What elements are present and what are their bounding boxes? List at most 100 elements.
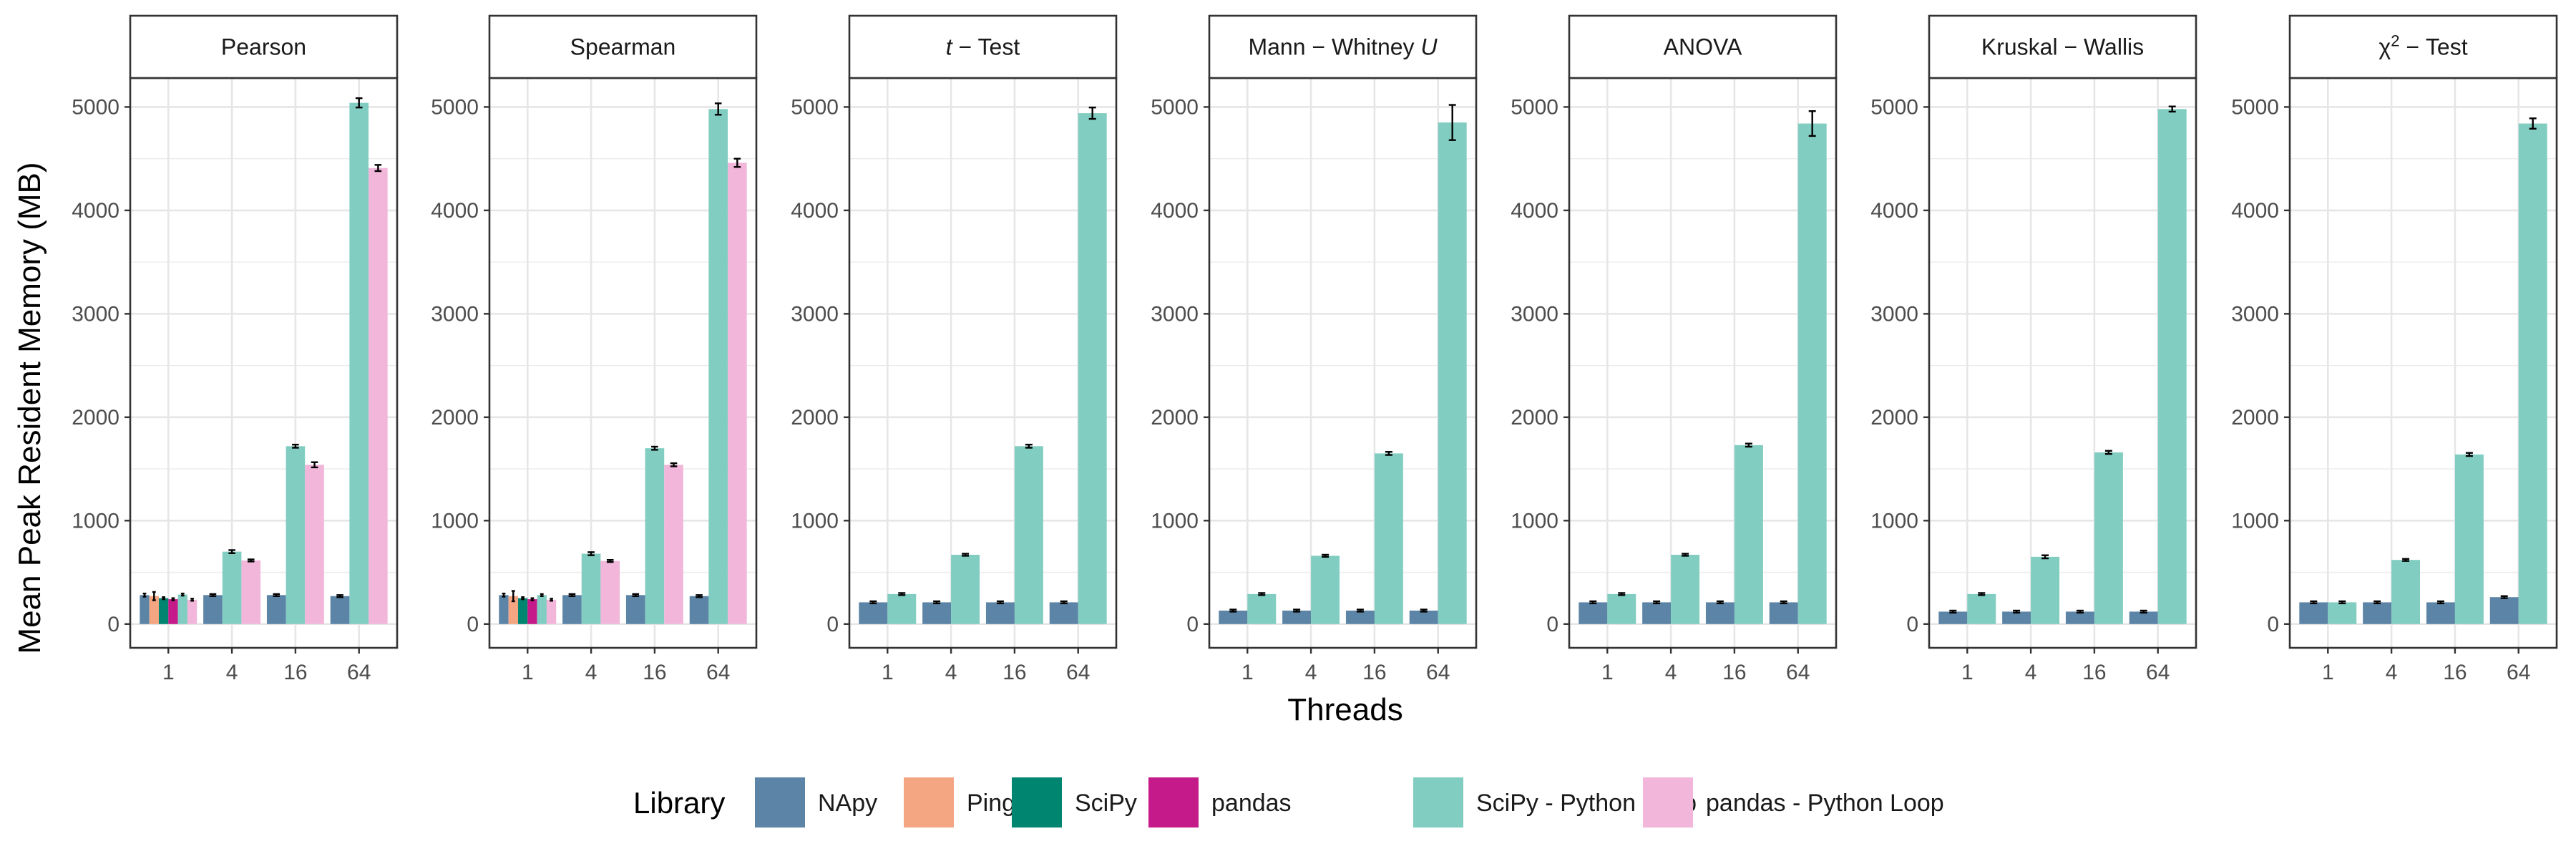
bar (728, 162, 747, 624)
facet-title: χ2 − Test (2379, 31, 2467, 60)
x-tick-label: 4 (1665, 661, 1677, 684)
x-tick-label: 64 (1066, 661, 1090, 684)
bar (2391, 560, 2421, 624)
legend-swatch (904, 777, 954, 828)
y-tick-label: 3000 (1870, 302, 1918, 326)
y-tick-label: 2000 (1511, 406, 1558, 430)
legend-item: SciPy (1012, 777, 1137, 828)
strip-background (488, 14, 758, 79)
y-tick-label: 3000 (1151, 302, 1199, 326)
legend-item: NApy (755, 777, 877, 828)
x-tick-label: 1 (1961, 661, 1974, 684)
y-tick-label: 4000 (1151, 199, 1199, 223)
bar (369, 168, 388, 624)
x-tick-label: 64 (347, 661, 371, 684)
y-tick-label: 5000 (1511, 95, 1558, 119)
bar (305, 465, 324, 624)
y-tick-label: 1000 (1151, 509, 1199, 533)
bar (1938, 611, 1968, 624)
bar (222, 551, 242, 624)
facet-title: Pearson (221, 34, 306, 60)
facet-panel-4: ANOVA 0 1000 2000 3000 4000 5000 1 4 16 64 (1511, 14, 1838, 684)
plot-background (2290, 78, 2557, 648)
strip-background (1208, 14, 1478, 79)
bar (581, 553, 601, 624)
y-tick-label: 4000 (2231, 199, 2279, 223)
x-tick-label: 16 (643, 661, 666, 684)
bar (1219, 610, 1248, 624)
bar (1607, 593, 1636, 624)
bar (1705, 602, 1735, 624)
bar (1078, 113, 1107, 624)
bar (2426, 602, 2455, 624)
bar (2065, 611, 2094, 624)
y-tick-label: 2000 (1151, 406, 1199, 430)
y-tick-label: 1000 (1870, 509, 1918, 533)
bar (1014, 446, 1043, 624)
plot-background (1569, 78, 1836, 648)
y-tick-label: 3000 (431, 302, 479, 326)
y-tick-label: 1000 (791, 509, 839, 533)
legend-swatch (755, 777, 805, 828)
x-tick-label: 64 (2146, 661, 2170, 684)
bar (1282, 610, 1312, 624)
facet-panel-0: Pearson 0 1000 2000 3000 4000 5000 1 4 16 64 (72, 14, 399, 684)
x-tick-label: 4 (2025, 661, 2037, 684)
bar (1967, 593, 1996, 624)
legend-title: Library (633, 786, 725, 820)
x-tick-label: 16 (2082, 661, 2106, 684)
bar (1438, 122, 1467, 624)
bar (266, 595, 286, 624)
bar (527, 599, 537, 624)
y-tick-label: 5000 (1151, 95, 1199, 119)
x-tick-label: 1 (1601, 661, 1614, 684)
bar (349, 102, 369, 624)
bar (1769, 602, 1798, 624)
bar (708, 109, 728, 624)
bar (2002, 611, 2031, 624)
bar (203, 595, 223, 624)
y-tick-label: 0 (1546, 613, 1558, 636)
x-tick-label: 64 (1786, 661, 1810, 684)
y-tick-label: 1000 (72, 509, 119, 533)
x-tick-label: 4 (226, 661, 238, 684)
x-tick-label: 16 (1722, 661, 1746, 684)
bar (149, 596, 159, 624)
bar (664, 465, 683, 624)
legend-items: NApyPingouinSciPypandasSciPy - Python Lo… (755, 777, 1944, 828)
facet-title: Mann − Whitney U (1248, 34, 1438, 60)
y-tick-label: 5000 (2231, 95, 2279, 119)
bar (1734, 445, 1763, 624)
bar (2094, 452, 2123, 624)
y-tick-label: 1000 (1511, 509, 1558, 533)
x-tick-label: 4 (1305, 661, 1317, 684)
x-tick-label: 1 (522, 661, 534, 684)
x-tick-label: 4 (945, 661, 957, 684)
bar (1671, 554, 1700, 624)
x-tick-label: 64 (706, 661, 730, 684)
y-tick-label: 3000 (72, 302, 119, 326)
bar (887, 593, 917, 624)
facet-panel-6: χ2 − Test 0 1000 2000 3000 4000 5000 1 4 16 64 (2231, 14, 2558, 684)
bar (1247, 593, 1277, 624)
facet-panel-3: Mann − Whitney U 0 1000 2000 3000 4000 5000 1 4 1… (1151, 14, 1478, 684)
x-tick-label: 1 (162, 661, 175, 684)
y-tick-label: 3000 (1511, 302, 1558, 326)
y-tick-label: 5000 (72, 95, 119, 119)
y-tick-label: 2000 (2231, 406, 2279, 430)
strip-background (1928, 14, 2197, 79)
legend-label: NApy (818, 790, 877, 817)
legend-label: pandas - Python Loop (1706, 790, 1944, 817)
y-tick-label: 0 (1186, 613, 1199, 636)
bar (2328, 602, 2357, 624)
x-tick-label: 64 (2507, 661, 2530, 684)
facet-title: t − Test (946, 34, 1020, 60)
legend-swatch (1643, 777, 1693, 828)
bar (1642, 602, 1672, 624)
y-tick-label: 4000 (1511, 199, 1558, 223)
y-tick-label: 5000 (431, 95, 479, 119)
bar (562, 595, 582, 624)
legend-swatch (1148, 777, 1199, 828)
